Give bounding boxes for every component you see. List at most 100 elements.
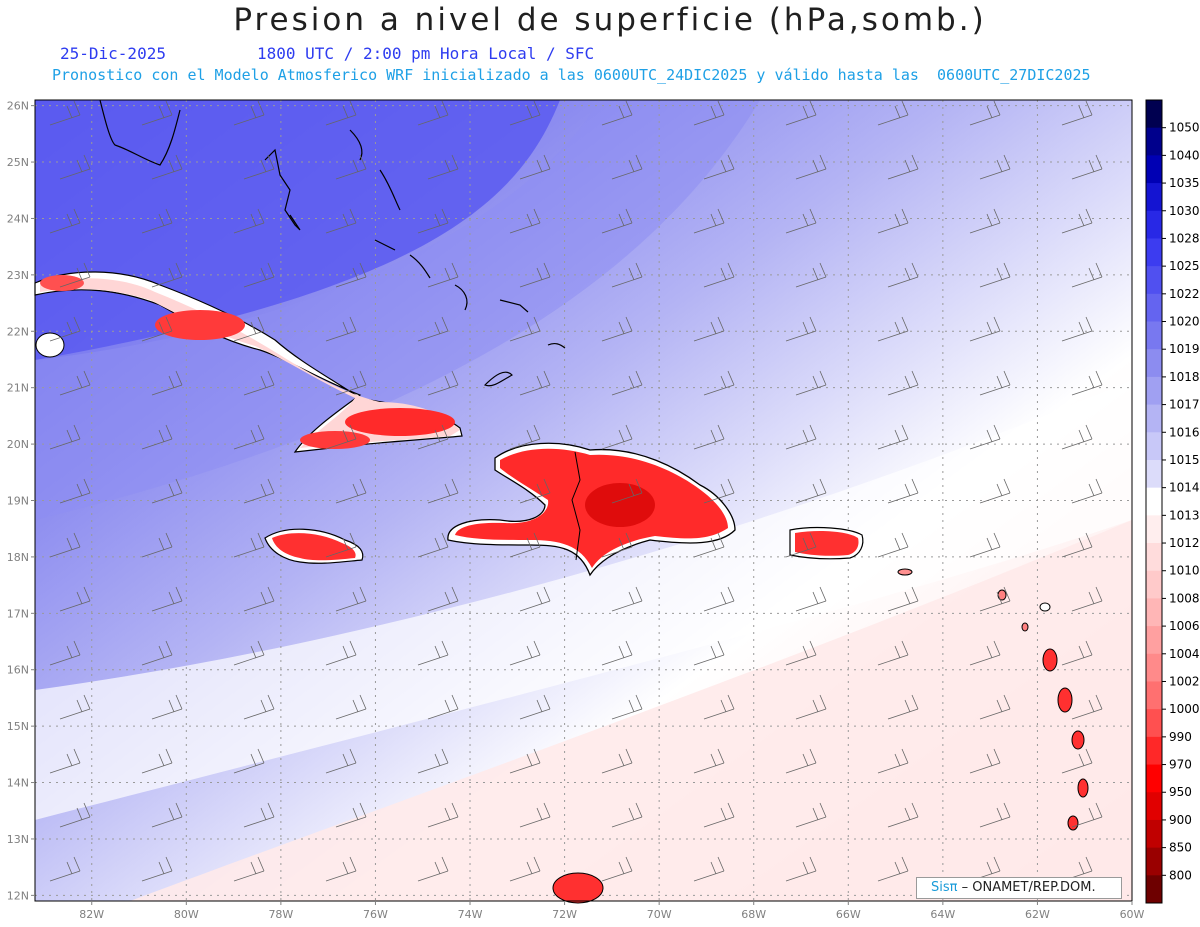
wind-barb (795, 262, 827, 288)
wind-barb (417, 316, 449, 342)
wind-barb (969, 532, 1001, 558)
wind-barb (703, 802, 735, 828)
wind-barb (49, 208, 81, 234)
wind-barb (1071, 154, 1103, 180)
wind-barb (509, 532, 541, 558)
wind-barb (519, 154, 551, 180)
wind-barb (59, 586, 91, 612)
wind-barb (693, 532, 725, 558)
wind-barb (1061, 316, 1093, 342)
land-bahamas (264, 129, 566, 387)
wind-barb (1061, 640, 1093, 666)
colorbar: 1050 1040 1035 1030 1028 1025 1022 1020 1019 1018… (1145, 99, 1200, 904)
wind-barb (1071, 370, 1103, 396)
wind-barb (509, 316, 541, 342)
wind-barb (243, 802, 275, 828)
wind-barb (519, 478, 551, 504)
land-jamaica (264, 528, 364, 564)
wind-barb (1071, 586, 1103, 612)
wind-barb (611, 802, 643, 828)
wind-barb (417, 208, 449, 234)
wind-barb (49, 100, 81, 126)
wind-barb (785, 856, 817, 882)
wind-barb (1071, 262, 1103, 288)
colorbar-label: 900 (1169, 813, 1192, 827)
wind-barb (979, 694, 1011, 720)
wind-barb (693, 748, 725, 774)
wind-barb (335, 694, 367, 720)
wind-barb (693, 208, 725, 234)
lon-tick-label: 66W (836, 908, 861, 921)
wind-barb (601, 856, 633, 882)
wind-barb (601, 640, 633, 666)
land-puerto-rico (789, 526, 864, 560)
wind-barb (611, 262, 643, 288)
colorbar-swatch (1146, 183, 1162, 212)
wind-barb (325, 424, 357, 450)
colorbar-label: 1030 (1169, 204, 1200, 218)
wind-barb (785, 208, 817, 234)
wind-barb (601, 424, 633, 450)
wind-barb (979, 478, 1011, 504)
wind-barb (427, 154, 459, 180)
colorbar-frame (1145, 99, 1163, 904)
wind-barb (611, 370, 643, 396)
colorbar-label: 1025 (1169, 259, 1200, 273)
wind-barb (417, 532, 449, 558)
wind-barb (519, 694, 551, 720)
wind-barb (335, 154, 367, 180)
wind-barb (601, 532, 633, 558)
wind-barb (601, 316, 633, 342)
lat-tick-label: 23N (7, 269, 29, 282)
lat-tick-label: 20N (7, 438, 29, 451)
colorbar-label: 1022 (1169, 287, 1200, 301)
wind-barb (509, 424, 541, 450)
wind-barb (325, 856, 357, 882)
wind-barb (49, 532, 81, 558)
colorbar-swatch (1146, 238, 1162, 267)
wind-barb (519, 586, 551, 612)
wind-barb (611, 586, 643, 612)
wind-barb (877, 316, 909, 342)
lon-tick-label: 74W (458, 908, 483, 921)
wind-barb (1061, 208, 1093, 234)
wind-barb (509, 748, 541, 774)
wind-barb (1061, 532, 1093, 558)
colorbar-swatch (1146, 432, 1162, 461)
wind-barb (141, 640, 173, 666)
wind-barb (151, 370, 183, 396)
wind-barb (243, 262, 275, 288)
wind-barb (151, 694, 183, 720)
lat-ticks: 26N 25N 24N 23N 22N 21N 20N 19N 18N 17N 16N 15N 14N 1… (7, 100, 35, 902)
wind-barb (233, 100, 265, 126)
colorbar-label: 1020 (1169, 315, 1200, 329)
wind-barb (233, 748, 265, 774)
colorbar-label: 1050 (1169, 121, 1200, 135)
wind-barb (233, 532, 265, 558)
wind-barb (49, 316, 81, 342)
credit-org: – ONAMET/REP.DOM. (961, 880, 1096, 895)
colorbar-label: 850 (1169, 841, 1192, 855)
wind-barb (703, 586, 735, 612)
wind-barb (243, 370, 275, 396)
wind-barb (141, 424, 173, 450)
wind-barb (509, 100, 541, 126)
wind-barb (233, 640, 265, 666)
wind-barb (427, 370, 459, 396)
wind-barb (519, 262, 551, 288)
wind-barb (979, 262, 1011, 288)
colorbar-swatch (1146, 266, 1162, 295)
wind-barb (1061, 424, 1093, 450)
colorbar-label: 1035 (1169, 176, 1200, 190)
wind-barb (795, 802, 827, 828)
colorbar-swatch (1146, 543, 1162, 572)
wind-barb (979, 154, 1011, 180)
wind-barb (325, 100, 357, 126)
wind-barb (969, 748, 1001, 774)
lon-tick-label: 70W (647, 908, 672, 921)
colorbar-swatch (1146, 764, 1162, 793)
wind-barb (795, 694, 827, 720)
wind-barb (59, 370, 91, 396)
colorbar-swatch (1146, 100, 1162, 129)
